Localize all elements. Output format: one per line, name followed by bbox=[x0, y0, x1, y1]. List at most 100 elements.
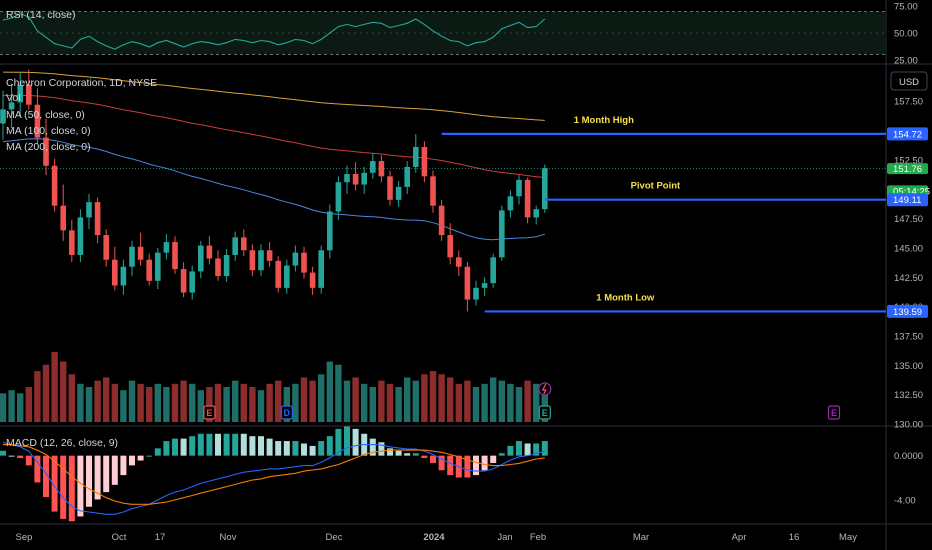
candle-body bbox=[524, 179, 531, 218]
candle[interactable] bbox=[370, 152, 376, 179]
signal-line[interactable] bbox=[3, 444, 545, 505]
candle[interactable] bbox=[473, 280, 479, 306]
candle[interactable] bbox=[112, 246, 118, 291]
candle[interactable] bbox=[249, 244, 256, 277]
ma200-label[interactable]: MA (200, close, 0) bbox=[6, 141, 91, 153]
currency-button[interactable]: USD bbox=[890, 71, 928, 91]
candle[interactable] bbox=[215, 250, 221, 281]
candle[interactable] bbox=[86, 193, 92, 230]
candle[interactable] bbox=[8, 83, 15, 129]
candle[interactable] bbox=[499, 205, 505, 261]
candle[interactable] bbox=[395, 181, 402, 207]
candle[interactable] bbox=[17, 71, 23, 118]
last-price-tag[interactable]: 151.76 bbox=[887, 163, 928, 175]
candle[interactable] bbox=[163, 233, 170, 260]
ma100-line[interactable] bbox=[2, 94, 545, 178]
month-low-tag[interactable]: 139.59 bbox=[887, 304, 928, 318]
macd-hist-bar bbox=[154, 448, 161, 456]
candle[interactable] bbox=[404, 161, 410, 194]
candle[interactable] bbox=[309, 266, 316, 295]
macd-hist-bar bbox=[352, 428, 359, 456]
candle[interactable] bbox=[26, 69, 32, 110]
candle[interactable] bbox=[430, 170, 436, 213]
candle[interactable] bbox=[198, 240, 204, 279]
rsi-pane[interactable] bbox=[0, 11, 886, 55]
candle[interactable] bbox=[335, 176, 342, 220]
earnings-marker[interactable]: E bbox=[827, 405, 841, 420]
candle[interactable] bbox=[241, 229, 247, 257]
candle[interactable] bbox=[60, 184, 66, 241]
candle[interactable] bbox=[447, 223, 453, 265]
candle[interactable] bbox=[344, 165, 350, 194]
candle[interactable] bbox=[51, 158, 58, 212]
candle[interactable] bbox=[266, 242, 273, 267]
candle[interactable] bbox=[180, 262, 187, 298]
time-axis[interactable]: Sep Oct 17 Nov Dec 2024 Jan Feb Mar Apr 16 May bbox=[16, 532, 858, 543]
earnings-marker[interactable]: E bbox=[203, 405, 216, 420]
ma50-label[interactable]: MA (50, close, 0) bbox=[6, 109, 85, 121]
candle[interactable] bbox=[258, 244, 264, 277]
candle[interactable] bbox=[129, 240, 135, 277]
macd-line[interactable] bbox=[2, 441, 545, 515]
candle[interactable] bbox=[361, 166, 367, 194]
candle[interactable] bbox=[223, 249, 230, 282]
candle[interactable] bbox=[456, 250, 462, 277]
candle[interactable] bbox=[284, 259, 290, 294]
candle[interactable] bbox=[0, 90, 6, 140]
rsi-label[interactable]: RSI (14, close) bbox=[6, 9, 75, 21]
candle[interactable] bbox=[43, 118, 49, 176]
candle[interactable] bbox=[421, 141, 428, 183]
candle[interactable] bbox=[387, 170, 393, 206]
macd-hist-bar bbox=[34, 455, 41, 483]
earnings-marker[interactable]: E bbox=[538, 405, 551, 420]
candle[interactable] bbox=[413, 134, 419, 173]
ma200-line[interactable] bbox=[2, 71, 545, 121]
candle[interactable] bbox=[275, 256, 281, 293]
candle-body bbox=[507, 196, 514, 211]
candle[interactable] bbox=[490, 253, 496, 288]
candle[interactable] bbox=[94, 197, 101, 244]
pivot-point-tag[interactable]: 149.11 bbox=[887, 193, 928, 207]
candle[interactable] bbox=[189, 265, 195, 300]
price-pane[interactable]: 1 Month High Pivot Point 1 Month Low E D E E bbox=[0, 69, 886, 422]
candle[interactable] bbox=[438, 199, 445, 241]
macd-pane[interactable] bbox=[0, 426, 548, 522]
candle[interactable] bbox=[524, 177, 531, 224]
candle[interactable] bbox=[542, 164, 548, 213]
candle[interactable] bbox=[464, 262, 471, 312]
volume-bar bbox=[429, 371, 437, 422]
candle-body bbox=[499, 210, 505, 258]
candle[interactable] bbox=[103, 229, 109, 267]
rsi-tick-label: 50.00 bbox=[894, 29, 918, 40]
candle[interactable] bbox=[292, 245, 299, 272]
candle[interactable] bbox=[34, 88, 41, 144]
rsi-line[interactable] bbox=[2, 13, 546, 50]
candle[interactable] bbox=[352, 162, 359, 191]
candle[interactable] bbox=[146, 253, 152, 286]
candle[interactable] bbox=[301, 246, 307, 279]
symbol-title[interactable]: Chevron Corporation, 1D, NYSE bbox=[6, 77, 157, 89]
dividend-marker[interactable]: D bbox=[280, 405, 293, 420]
ma100-label[interactable]: MA (100, close, 0) bbox=[6, 125, 91, 137]
candle[interactable] bbox=[69, 219, 75, 263]
candle[interactable] bbox=[378, 155, 385, 183]
candle[interactable] bbox=[232, 231, 238, 261]
candle[interactable] bbox=[77, 209, 84, 263]
vol-label[interactable]: Vol bbox=[6, 92, 21, 104]
candle[interactable] bbox=[137, 232, 144, 266]
candle[interactable] bbox=[533, 205, 539, 225]
ma50-line[interactable] bbox=[2, 138, 545, 241]
candle[interactable] bbox=[172, 236, 178, 274]
candle[interactable] bbox=[318, 245, 324, 294]
candle[interactable] bbox=[516, 175, 522, 205]
price-axis[interactable]: 157.50155.00152.50150.00147.50145.00142.… bbox=[887, 2, 930, 507]
macd-label[interactable]: MACD (12, 26, close, 9) bbox=[6, 437, 118, 449]
candle[interactable] bbox=[481, 277, 488, 297]
candle[interactable] bbox=[507, 190, 514, 218]
candle[interactable] bbox=[327, 204, 333, 259]
candle[interactable] bbox=[206, 236, 213, 265]
candle[interactable] bbox=[120, 259, 127, 295]
month-high-tag[interactable]: 154.72 bbox=[887, 127, 928, 141]
candle[interactable] bbox=[155, 247, 161, 290]
